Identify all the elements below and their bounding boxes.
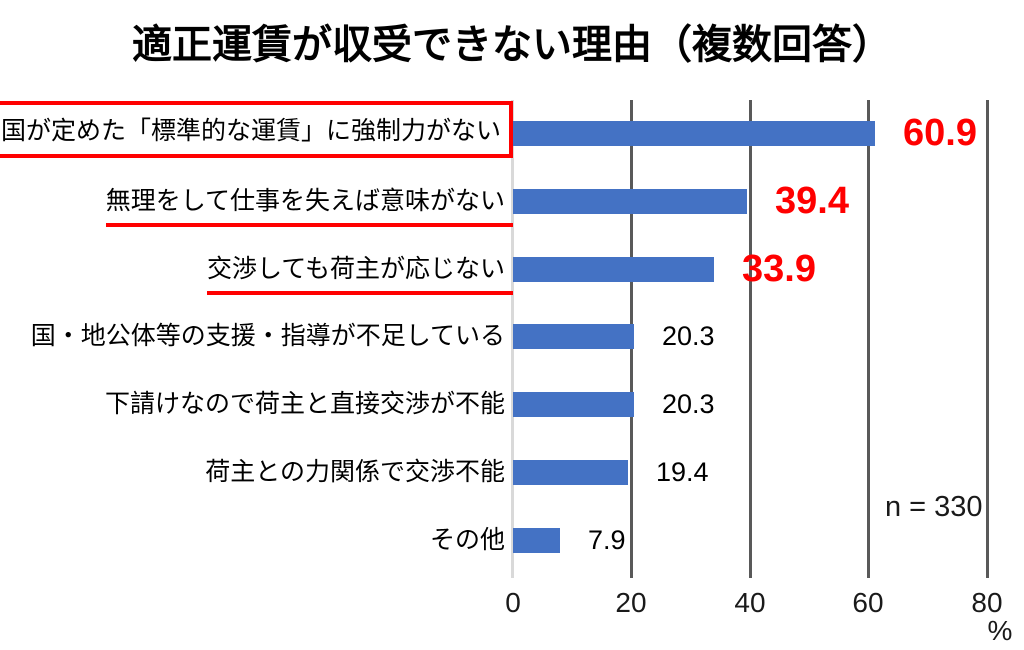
value-label-highlighted: 60.9 (903, 112, 977, 154)
x-tick-label: 0 (505, 587, 521, 618)
chart-title: 適正運賃が収受できない理由（複数回答） (132, 23, 892, 67)
value-label: 7.9 (588, 525, 626, 555)
category-label: 下請けなので荷主と直接交渉が不能 (104, 390, 505, 418)
gridline-80 (986, 100, 989, 578)
x-tick-label: 80 (971, 587, 1003, 618)
category-label-underlined: 無理をして仕事を失えば意味がない (105, 183, 513, 227)
category-label-boxed: 国が定めた「標準的な運賃」に強制力がない (0, 101, 513, 158)
sample-size-annotation: n = 330 (885, 491, 983, 523)
bar (513, 324, 634, 349)
x-tick-label: 20 (615, 587, 647, 618)
value-label: 20.3 (662, 389, 715, 419)
category-label-underlined: 交渉しても荷主が応じない (206, 251, 513, 295)
gridline-40 (749, 100, 752, 578)
category-label: 荷主との力関係で交渉不能 (205, 458, 505, 486)
bar (513, 189, 747, 214)
y-axis-baseline (511, 100, 514, 578)
bar (513, 460, 628, 485)
x-axis-unit-label: % (987, 615, 1013, 646)
value-label: 20.3 (662, 321, 715, 351)
value-label-highlighted: 33.9 (742, 248, 816, 290)
x-tick-label: 60 (852, 587, 884, 618)
value-label: 19.4 (656, 457, 709, 487)
category-label: その他 (429, 526, 505, 554)
value-label-highlighted: 39.4 (775, 180, 849, 222)
bar (513, 528, 560, 553)
bar (513, 392, 634, 417)
x-tick-label: 40 (734, 587, 766, 618)
bar (513, 257, 714, 282)
category-label: 国・地公体等の支援・指導が不足している (30, 322, 505, 350)
bar (513, 121, 875, 146)
gridline-60 (867, 100, 870, 578)
